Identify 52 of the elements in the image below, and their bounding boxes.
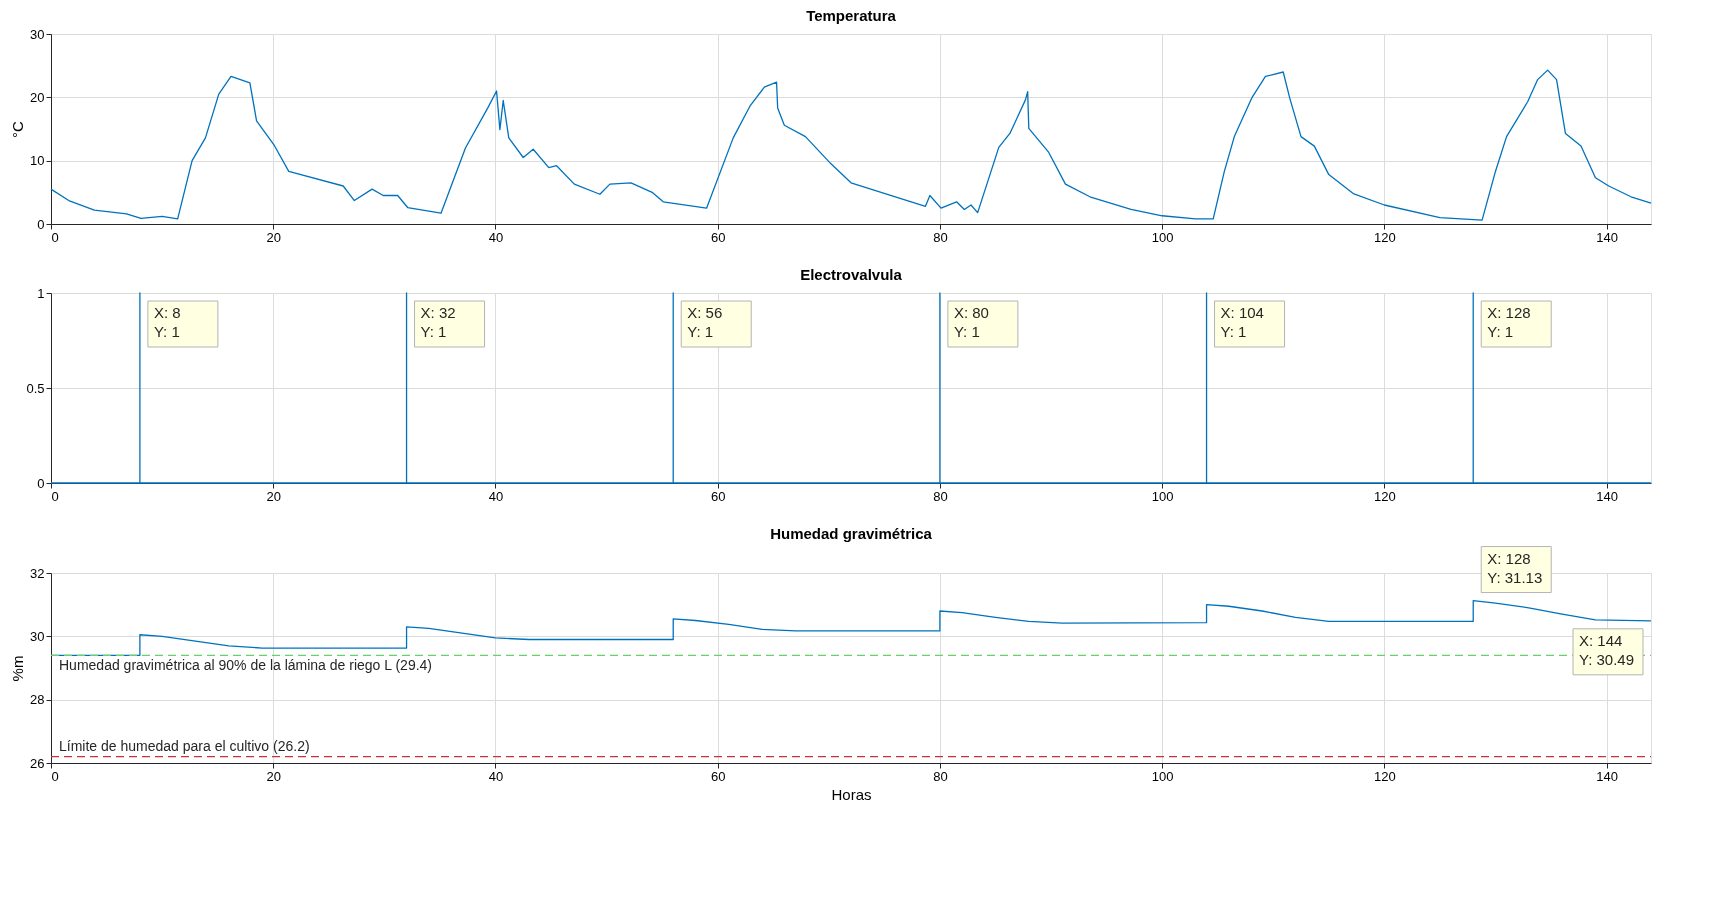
annotation: X: 128 Y: 1 <box>1487 304 1531 340</box>
annotation: X: 56 Y: 1 <box>687 304 723 340</box>
ref-line-label: Humedad gravimétrica al 90% de la lámina de riego L (29.4) <box>59 657 433 674</box>
y-tick-label: 1 <box>37 285 45 301</box>
x-tick-label: 20 <box>266 229 281 245</box>
annotation: X: 144 Y: 30.49 <box>1579 631 1635 668</box>
y-tick-label: 0.5 <box>26 380 45 396</box>
x-tick-label: 140 <box>1596 488 1618 504</box>
annotation: X: 32 Y: 1 <box>420 304 456 340</box>
x-tick-label: 120 <box>1373 229 1396 245</box>
x-tick-label: 120 <box>1373 488 1396 504</box>
chart-title: Humedad gravimétrica <box>770 525 933 543</box>
x-tick-label: 120 <box>1373 768 1396 784</box>
x-tick-label: 80 <box>933 229 948 245</box>
x-tick-label: 100 <box>1151 229 1174 245</box>
x-tick-label: 100 <box>1151 768 1174 784</box>
x-tick-label: 0 <box>51 768 59 784</box>
x-tick-label: 140 <box>1596 229 1618 245</box>
y-tick-label: 30 <box>30 628 45 644</box>
annotation: X: 104 Y: 1 <box>1220 304 1264 340</box>
chart-title: Electrovalvula <box>800 266 903 283</box>
x-tick-label: 40 <box>488 768 504 784</box>
x-tick-label: 20 <box>266 768 281 784</box>
x-tick-label: 0 <box>51 488 59 504</box>
x-tick-label: 60 <box>710 768 726 784</box>
y-tick-label: 0 <box>37 475 45 491</box>
x-tick-label: 40 <box>488 488 504 504</box>
y-tick-label: 30 <box>30 26 45 42</box>
y-tick-label: 26 <box>30 755 45 771</box>
annotation: X: 80 Y: 1 <box>953 304 989 340</box>
annotation: X: 128 Y: 31.13 <box>1487 549 1543 586</box>
annotation: X: 8 Y: 1 <box>153 304 181 340</box>
y-tick-label: 20 <box>30 89 45 105</box>
y-axis-title: °C <box>9 120 27 138</box>
x-tick-label: 80 <box>933 768 948 784</box>
x-tick-label: 140 <box>1596 768 1618 784</box>
ref-line-label: Límite de humedad para el cultivo (26.2) <box>59 737 310 754</box>
y-tick-label: 0 <box>37 216 45 232</box>
x-tick-label: 0 <box>51 229 59 245</box>
x-tick-label: 80 <box>933 488 948 504</box>
x-tick-label: 20 <box>266 488 281 504</box>
x-tick-label: 40 <box>488 229 504 245</box>
chart-title: Temperatura <box>806 7 897 24</box>
line-series <box>50 69 1652 221</box>
y-tick-label: 32 <box>30 565 45 581</box>
x-tick-label: 60 <box>710 229 726 245</box>
y-axis-title: %m <box>9 655 27 682</box>
x-tick-label: 60 <box>710 488 726 504</box>
x-tick-label: 100 <box>1151 488 1174 504</box>
x-axis-title: Horas <box>831 785 872 803</box>
y-tick-label: 28 <box>30 692 45 708</box>
y-tick-label: 10 <box>30 153 45 169</box>
